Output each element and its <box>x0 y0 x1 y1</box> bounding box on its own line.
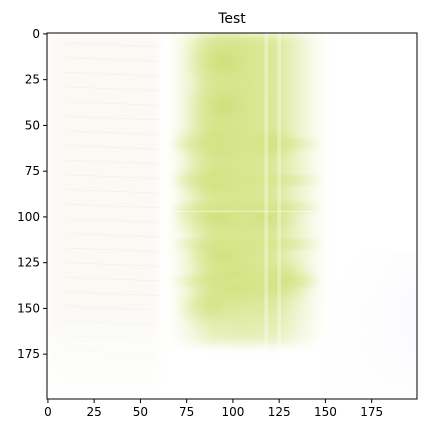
bottom-fade <box>47 33 417 399</box>
x-tick-label: 75 <box>179 405 194 419</box>
chart-title: Test <box>217 11 246 27</box>
x-tick-label: 25 <box>87 405 102 419</box>
y-tick-label: 125 <box>17 256 40 270</box>
x-tick-label: 50 <box>133 405 148 419</box>
x-tick-label: 125 <box>268 405 291 419</box>
x-tick-label: 150 <box>314 405 337 419</box>
y-axis: 0 25 50 75 100 125 150 175 <box>17 27 47 361</box>
plot-frame <box>46 32 418 400</box>
x-tick-label: 0 <box>44 405 52 419</box>
y-tick-label: 0 <box>32 27 40 41</box>
plot-area <box>47 33 417 399</box>
x-tick-label: 100 <box>221 405 244 419</box>
heatmap-image <box>47 33 417 399</box>
y-tick-label: 175 <box>17 347 40 361</box>
y-tick-label: 50 <box>25 118 40 132</box>
y-tick-label: 100 <box>17 210 40 224</box>
x-tick-label: 175 <box>360 405 383 419</box>
x-axis: 0 25 50 75 100 125 150 175 <box>44 399 383 419</box>
y-tick-label: 25 <box>25 73 40 87</box>
y-tick-label: 150 <box>17 301 40 315</box>
y-tick-label: 75 <box>25 164 40 178</box>
